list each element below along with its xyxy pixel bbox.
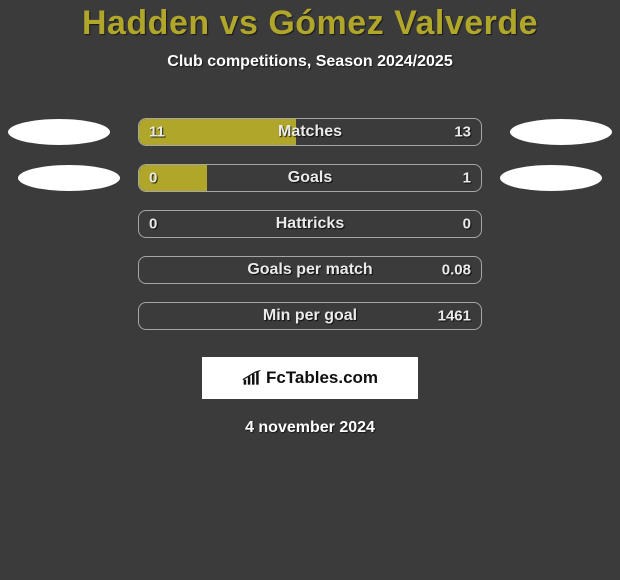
stat-label: Min per goal xyxy=(139,307,481,325)
player-right-marker xyxy=(510,119,612,145)
stat-value-right: 1461 xyxy=(438,308,471,325)
stat-bar: 0Hattricks0 xyxy=(138,210,482,238)
date-label: 4 november 2024 xyxy=(0,419,620,437)
player-left-marker xyxy=(18,165,120,191)
player-left-marker xyxy=(8,119,110,145)
stat-row: 0Hattricks0 xyxy=(0,201,620,247)
stat-bar: Goals per match0.08 xyxy=(138,256,482,284)
stat-bar: 11Matches13 xyxy=(138,118,482,146)
stat-label: Goals per match xyxy=(139,261,481,279)
stat-label: Hattricks xyxy=(139,215,481,233)
stat-row: Min per goal1461 xyxy=(0,293,620,339)
subtitle: Club competitions, Season 2024/2025 xyxy=(0,53,620,71)
player-right-marker xyxy=(500,165,602,191)
stat-value-right: 0 xyxy=(463,216,471,233)
stat-row: Goals per match0.08 xyxy=(0,247,620,293)
stat-value-right: 13 xyxy=(454,124,471,141)
stat-rows: 11Matches13 0Goals1 0Hattricks0 Goals per m… xyxy=(0,109,620,339)
comparison-infographic: Hadden vs Gómez Valverde Club competitio… xyxy=(0,0,620,437)
stat-value-left: 0 xyxy=(149,216,157,233)
page-title: Hadden vs Gómez Valverde xyxy=(0,4,620,43)
stat-bar-fill xyxy=(139,165,207,191)
source-logo: FcTables.com xyxy=(202,357,418,399)
chart-icon xyxy=(242,369,262,387)
stat-value-right: 0.08 xyxy=(442,262,471,279)
stat-row: 11Matches13 xyxy=(0,109,620,155)
stat-bar: 0Goals1 xyxy=(138,164,482,192)
stat-row: 0Goals1 xyxy=(0,155,620,201)
stat-bar-fill xyxy=(139,119,296,145)
stat-value-right: 1 xyxy=(463,170,471,187)
logo-text: FcTables.com xyxy=(266,368,378,388)
stat-bar: Min per goal1461 xyxy=(138,302,482,330)
